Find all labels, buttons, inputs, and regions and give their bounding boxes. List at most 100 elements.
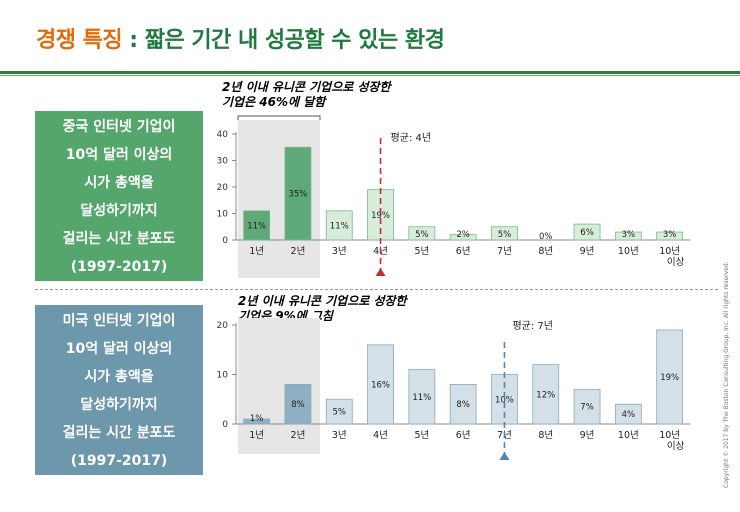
china-callout-bracket (237, 115, 321, 120)
us-data-label: 10% (495, 395, 514, 405)
us-y-tick-label: 20 (217, 321, 229, 331)
china-data-label: 2% (456, 230, 470, 240)
us-data-label: 19% (660, 373, 679, 383)
china-data-label: 11% (330, 221, 349, 231)
china-bar (449, 234, 477, 241)
us-category-label: 5년 (414, 430, 429, 441)
us-bar (243, 418, 271, 425)
china-box-line: 달성하기까지 (80, 203, 158, 219)
china-y-tick-label: 10 (217, 210, 229, 220)
us-category-label: 10년 (659, 430, 680, 441)
china-category-label: 2년 (291, 246, 306, 257)
us-data-label: 1% (250, 414, 264, 424)
us-data-label: 8% (456, 400, 470, 410)
title-separator: : (122, 28, 145, 53)
us-category-label: 2년 (291, 430, 306, 441)
title-rule-thin (0, 75, 740, 76)
us-category-label: 9년 (580, 430, 595, 441)
us-category-label: 10년 (618, 430, 639, 441)
china-mean-marker (375, 268, 386, 276)
china-callout-line: 기업은 46%에 달함 (222, 95, 326, 109)
china-category-label: 8년 (538, 246, 553, 257)
china-category-label: 6년 (456, 246, 471, 257)
china-data-label: 3% (663, 230, 677, 240)
us-data-label: 12% (536, 390, 555, 400)
us-mean-marker (499, 452, 510, 460)
us-bar (408, 369, 436, 425)
china-bar (573, 223, 601, 241)
title-accent: 경쟁 특징 (36, 28, 123, 53)
china-y-tick-label: 30 (217, 157, 229, 167)
china-category-label: 3년 (332, 246, 347, 257)
china-box-line: 10억 달러 이상의 (65, 147, 173, 163)
china-category-label: 10년 (659, 246, 680, 257)
china-y-tick-label: 40 (217, 130, 229, 140)
china-box-line: 중국 인터넷 기업이 (62, 119, 176, 135)
us-bar (367, 344, 394, 425)
us-y-tick-label: 0 (222, 420, 228, 430)
us-data-label: 8% (291, 400, 305, 410)
china-category-label: 9년 (580, 246, 595, 257)
us-bar (656, 329, 684, 425)
us-bar (614, 403, 642, 425)
page-title: 경쟁 특징 : 짧은 기간 내 성공할 수 있는 환경 (36, 22, 445, 54)
china-data-label: 5% (415, 230, 429, 240)
us-category-label: 3년 (332, 430, 347, 441)
china-callout-line: 2년 이내 유니콘 기업으로 성장한 (222, 80, 391, 94)
china-bar (614, 231, 642, 241)
china-bar (656, 231, 684, 241)
section-divider (35, 289, 718, 290)
china-bar (325, 210, 353, 241)
us-category-label: 4년 (373, 430, 388, 441)
us-bar (532, 364, 560, 425)
china-category-label: 이상 (667, 257, 685, 268)
china-mean-label: 평균: 4년 (391, 132, 432, 144)
us-category-label: 8년 (538, 430, 553, 441)
china-data-label: 0% (539, 232, 553, 242)
china-bar (243, 210, 271, 241)
title-rule (0, 71, 740, 74)
us-mean-label: 평균: 7년 (512, 320, 553, 332)
us-category-label: 1년 (249, 430, 264, 441)
us-category-label: 6년 (456, 430, 471, 441)
china-y-tick-label: 0 (222, 236, 228, 246)
china-box-line: (1997-2017) (70, 259, 168, 275)
china-bar (408, 226, 436, 241)
us-bar (573, 388, 601, 425)
us-box-line: 달성하기까지 (80, 397, 158, 413)
china-data-label: 19% (371, 211, 390, 221)
title-text: 짧은 기간 내 성공할 수 있는 환경 (144, 28, 445, 53)
us-bar (325, 398, 353, 425)
us-box-line: 미국 인터넷 기업이 (62, 313, 176, 329)
us-box-line: 걸리는 시간 분포도 (62, 425, 176, 441)
china-data-label: 11% (247, 221, 266, 231)
us-callout-line: 2년 이내 유니콘 기업으로 성장한 (238, 294, 407, 308)
us-data-label: 5% (333, 408, 347, 418)
us-bar (449, 383, 477, 425)
china-callout: 2년 이내 유니콘 기업으로 성장한 기업은 46%에 달함 (222, 80, 391, 110)
china-category-label: 5년 (414, 246, 429, 257)
china-box-line: 시가 총액을 (84, 175, 154, 191)
china-data-label: 3% (622, 230, 636, 240)
us-data-label: 4% (622, 410, 636, 420)
china-category-label: 7년 (497, 246, 512, 257)
china-data-label: 35% (288, 190, 307, 200)
china-y-tick-label: 20 (217, 183, 229, 193)
us-bar (284, 383, 312, 425)
china-data-label: 6% (580, 228, 594, 238)
us-description-box: 미국 인터넷 기업이 10억 달러 이상의 시가 총액을 달성하기까지 걸리는 … (35, 305, 203, 475)
china-category-label: 1년 (249, 246, 264, 257)
china-bar (491, 226, 518, 241)
china-description-box: 중국 인터넷 기업이 10억 달러 이상의 시가 총액을 달성하기까지 걸리는 … (35, 111, 203, 281)
china-data-label: 5% (498, 230, 512, 240)
china-bar (284, 146, 312, 241)
us-box-line: 10억 달러 이상의 (65, 341, 173, 357)
us-data-label: 7% (580, 403, 594, 413)
us-data-label: 11% (412, 393, 431, 403)
us-box-line: (1997-2017) (70, 453, 168, 469)
us-data-label: 16% (371, 380, 390, 390)
us-box-line: 시가 총액을 (84, 369, 154, 385)
china-box-line: 걸리는 시간 분포도 (62, 231, 176, 247)
